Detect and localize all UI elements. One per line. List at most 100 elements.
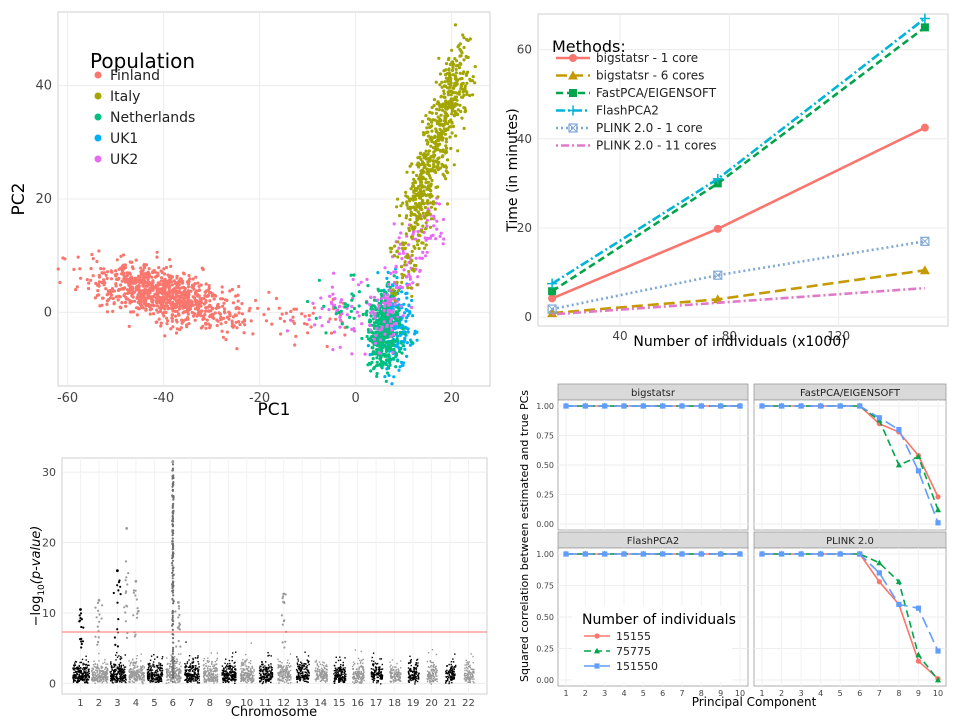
pca-point-uk2	[414, 237, 418, 241]
pca-point-finland	[105, 299, 109, 303]
manhattan-point	[129, 662, 132, 664]
manhattan-point	[143, 675, 145, 677]
pca-point-italy	[426, 162, 430, 166]
pca-point-finland	[148, 308, 152, 312]
pca-point-finland	[93, 296, 97, 300]
manhattan-point	[209, 668, 211, 670]
manhattan-point	[241, 663, 243, 665]
manhattan-point	[259, 674, 262, 676]
pca-point-finland	[228, 289, 232, 293]
manhattan-point	[196, 681, 199, 683]
manhattan-point	[149, 668, 152, 670]
manhattan-point	[76, 666, 78, 668]
manhattan-point	[102, 673, 104, 675]
manhattan-point	[232, 652, 234, 654]
pca-point-italy	[396, 197, 400, 201]
pca-point-italy	[422, 189, 426, 193]
pca-point-uk2	[360, 322, 364, 326]
pca-point-netherlands	[400, 351, 404, 355]
timing-series-group	[547, 236, 930, 314]
pca-point-netherlands	[374, 308, 378, 312]
manhattan-point	[231, 679, 233, 682]
pca-point-italy	[418, 205, 422, 209]
pca-point-netherlands	[378, 357, 383, 361]
manhattan-point	[262, 680, 265, 683]
manhattan-point	[124, 675, 126, 678]
manhattan-point	[120, 670, 122, 672]
manhattan-point	[283, 665, 285, 667]
manhattan-point	[242, 664, 244, 666]
pca-point-finland	[105, 276, 109, 281]
pca-point-italy	[438, 83, 442, 87]
manhattan-point	[84, 667, 86, 669]
manhattan-point	[186, 669, 188, 671]
pca-point-finland	[208, 326, 212, 330]
pca-point-finland	[91, 274, 95, 278]
pca-point-uk2	[332, 330, 337, 334]
manhattan-point	[210, 670, 213, 672]
pca-point-uk2	[418, 269, 422, 273]
pca-point-italy	[401, 241, 405, 245]
pca-point-finland	[153, 270, 157, 274]
manhattan-point	[73, 672, 75, 674]
pca-point-italy	[454, 95, 458, 99]
manhattan-point	[86, 678, 89, 680]
pca-point-italy	[455, 98, 459, 102]
pca-point-finland	[127, 282, 131, 286]
pca-point-italy	[418, 189, 422, 194]
manhattan-point	[73, 676, 75, 678]
pca-point-italy	[444, 144, 448, 148]
manhattan-point	[155, 677, 157, 679]
manhattan-point	[160, 664, 162, 667]
manhattan-point	[283, 674, 285, 676]
pca-point-finland	[194, 275, 198, 279]
timing-legend-label: bigstatsr - 1 core	[596, 51, 698, 65]
pca-point-finland	[204, 321, 208, 325]
pca-point-italy	[416, 203, 420, 208]
manhattan-point	[211, 673, 213, 675]
manhattan-point	[253, 679, 255, 682]
pca-point-uk1	[385, 276, 389, 280]
manhattan-point	[120, 668, 122, 670]
manhattan-point	[174, 662, 177, 665]
pca-point-uk1	[413, 329, 417, 333]
manhattan-point	[133, 677, 135, 679]
manhattan-point	[170, 670, 173, 672]
pca-point-finland	[175, 274, 179, 278]
pca-point-uk2	[382, 309, 386, 313]
manhattan-point	[270, 671, 272, 673]
manhattan-point	[307, 670, 309, 672]
pca-point-italy	[435, 107, 439, 111]
manhattan-point	[229, 672, 231, 674]
pca-point-finland	[302, 322, 307, 326]
manhattan-point	[196, 676, 198, 679]
manhattan-point	[185, 674, 187, 676]
pca-point-finland	[238, 323, 242, 327]
manhattan-point	[186, 676, 189, 678]
manhattan-point	[117, 670, 120, 673]
manhattan-point	[150, 675, 152, 677]
pca-point-uk2	[359, 280, 363, 284]
pca-point-netherlands	[387, 357, 391, 362]
pca-point-italy	[437, 138, 441, 142]
pca-legend-swatch	[94, 71, 102, 79]
pca-point-italy	[426, 170, 430, 174]
pca-point-italy	[425, 138, 429, 142]
pca-point-finland	[242, 318, 247, 322]
pca-point-uk2	[432, 217, 436, 221]
pca-point-finland	[199, 304, 203, 308]
manhattan-point	[187, 675, 189, 677]
manhattan-point	[243, 678, 245, 680]
manhattan-point	[99, 677, 101, 679]
manhattan-point	[131, 675, 133, 677]
manhattan-point	[225, 675, 227, 677]
pca-point-uk2	[426, 236, 430, 240]
manhattan-point	[80, 675, 82, 677]
manhattan-point	[246, 674, 248, 676]
timing-series-group	[548, 123, 929, 303]
pca-point-finland	[175, 309, 179, 313]
pca-point-uk2	[441, 242, 445, 246]
pca-point-finland	[194, 302, 198, 306]
pca-point-italy	[423, 156, 427, 160]
manhattan-point	[247, 675, 249, 677]
